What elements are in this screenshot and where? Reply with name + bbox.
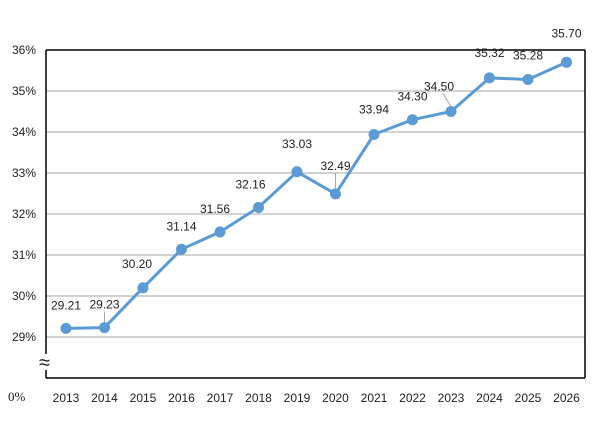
x-tick-label: 2025 — [515, 391, 542, 405]
x-tick-label: 2019 — [284, 391, 311, 405]
data-point — [291, 166, 303, 178]
x-tick-label: 2020 — [322, 391, 349, 405]
x-tick-label: 2024 — [476, 391, 503, 405]
data-label: 34.50 — [424, 80, 454, 94]
plot-frame — [45, 49, 586, 379]
axis-break-symbol: ≈ — [39, 352, 50, 374]
y-tick-label: 34% — [12, 125, 36, 139]
x-tick-label: 2016 — [168, 391, 195, 405]
data-label: 35.70 — [551, 26, 581, 40]
data-point — [253, 201, 264, 213]
data-label: 31.56 — [200, 202, 230, 216]
y-tick-label: 35% — [12, 84, 36, 98]
data-point — [484, 72, 495, 84]
series-points — [60, 56, 572, 334]
data-point — [407, 114, 418, 126]
data-point — [214, 226, 226, 238]
data-point — [330, 188, 341, 200]
data-label: 31.14 — [166, 219, 196, 233]
series-line-path — [65, 60, 568, 330]
y-tick-label: 33% — [12, 166, 36, 180]
series-line — [65, 60, 568, 330]
x-tick-label: 2018 — [245, 391, 272, 405]
x-tick-label: 2026 — [553, 391, 580, 405]
x-tick-label: 2023 — [438, 391, 465, 405]
data-point — [368, 128, 380, 140]
data-point — [522, 74, 534, 86]
x-tick-label: 2017 — [207, 391, 234, 405]
data-label: 34.30 — [397, 90, 427, 104]
y-tick-label: 30% — [12, 289, 36, 303]
x-tick-label: 2015 — [130, 391, 157, 405]
y-tick-label: 36% — [12, 43, 36, 57]
data-label: 33.03 — [282, 137, 312, 151]
data-label: 32.16 — [235, 177, 265, 191]
y-tick-label: 32% — [12, 207, 36, 221]
data-label: 30.20 — [122, 257, 152, 271]
gridlines — [46, 90, 585, 338]
data-point — [99, 322, 110, 334]
data-label: 29.23 — [89, 298, 119, 312]
y-zero-label: 0% — [8, 389, 26, 404]
data-point — [137, 282, 149, 294]
x-tick-label: 2013 — [53, 391, 80, 405]
data-label: 35.28 — [513, 49, 543, 63]
x-tick-label: 2014 — [91, 391, 118, 405]
data-point — [176, 243, 187, 255]
x-tick-label: 2022 — [399, 391, 426, 405]
data-label: 33.94 — [359, 102, 389, 116]
data-point — [445, 106, 457, 117]
label-leaders — [104, 93, 452, 323]
x-axis-ticks: 2013 2014 2015 2016 2017 2018 2019 2020 2021 2022… — [53, 391, 581, 405]
data-point — [561, 56, 572, 68]
y-tick-label: 31% — [12, 248, 36, 262]
data-label: 35.32 — [474, 46, 504, 60]
y-axis-ticks: 36% 35% 34% 33% 32% 31% 30% 29% — [12, 43, 36, 344]
label-leader — [442, 93, 452, 107]
x-tick-label: 2021 — [361, 391, 388, 405]
y-tick-label: 29% — [12, 330, 36, 344]
data-label: 29.21 — [51, 298, 81, 312]
data-label: 32.49 — [320, 159, 350, 173]
data-point — [60, 322, 72, 334]
data-labels: 29.21 29.23 30.20 31.14 31.56 32.16 33.03 32.49… — [51, 26, 582, 312]
